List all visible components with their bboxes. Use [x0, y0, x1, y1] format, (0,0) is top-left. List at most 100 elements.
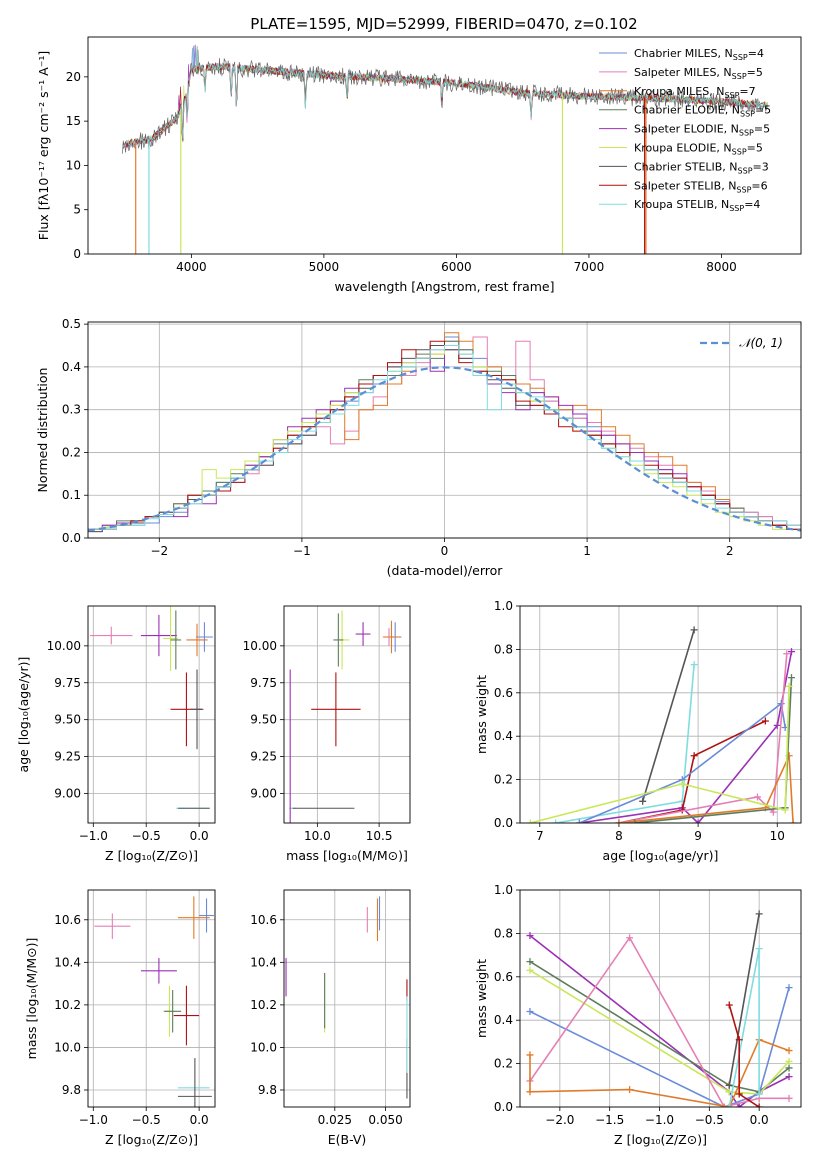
weight-point: [575, 819, 583, 823]
panel-weight_vs_age: 7 8 9 10 0.0 0.2 0.4 0.6 0.8 1.0 age [log₁₀(age/yr…: [474, 599, 802, 863]
legend-label: Kroupa STELIB, NSSP=4: [634, 198, 760, 213]
weight-point: [783, 650, 791, 658]
y-axis-label: mass [log₁₀(M/M⊙)]: [24, 938, 39, 1060]
weight-point: [631, 819, 639, 823]
y-tick-label: 0.4: [494, 1013, 513, 1027]
legend: 𝒩(0, 1): [700, 336, 783, 350]
x-axis-label: age [log₁₀(age/yr)]: [603, 848, 719, 863]
weight-point: [725, 1081, 733, 1089]
y-tick-label: 9.50: [54, 713, 81, 727]
y-axis-label: mass weight: [474, 675, 489, 754]
x-tick-label: −1.0: [79, 829, 108, 843]
y-tick-label: 10.0: [250, 1040, 277, 1054]
weight-point: [725, 1001, 733, 1009]
x-tick-label: 8000: [706, 260, 737, 274]
x-tick-label: −2.0: [545, 1113, 574, 1127]
y-tick-label: 0.2: [62, 445, 81, 459]
axes-frame: [87, 321, 802, 539]
y-tick-label: 0.4: [62, 360, 81, 374]
weight-line: [529, 936, 789, 1107]
weight-point: [755, 945, 763, 953]
y-axis-label: Normed distribution: [35, 368, 50, 493]
y-tick-label: 10.4: [54, 955, 81, 969]
panel-mass_vs_ebv: 0.025 0.050 9.8 10.0 10.2 10.4 10.6 E(B-V): [250, 889, 411, 1147]
weight-point: [785, 1094, 793, 1102]
x-tick-label: 10.0: [304, 829, 331, 843]
x-tick-label: 6000: [441, 260, 472, 274]
weight-point: [773, 721, 781, 729]
weight-point: [788, 674, 796, 682]
y-tick-label: 9.00: [250, 786, 277, 800]
weight-point: [735, 1036, 743, 1044]
weight-line: [529, 934, 790, 1107]
legend-label: 𝒩(0, 1): [739, 336, 783, 350]
x-tick-label: 2: [726, 544, 734, 558]
x-tick-label: −1: [293, 544, 311, 558]
weight-point: [690, 626, 698, 634]
x-axis-label: Z [log₁₀(Z/Z⊙)]: [614, 1132, 707, 1147]
y-tick-label: 9.00: [54, 786, 81, 800]
x-tick-label: 7000: [574, 260, 605, 274]
legend-label: Salpeter ELODIE, NSSP=5: [634, 123, 770, 138]
y-tick-label: 20: [66, 70, 81, 84]
weight-line: [618, 755, 794, 823]
x-axis-label: Z [log₁₀(Z/Z⊙)]: [105, 1132, 198, 1147]
weight-point: [755, 1103, 763, 1107]
weight-line: [529, 960, 790, 1093]
figure-title: PLATE=1595, MJD=52999, FIBERID=0470, z=0…: [250, 15, 637, 33]
y-tick-label: 10.00: [47, 639, 81, 653]
plot-area: [90, 606, 213, 809]
y-tick-label: 9.75: [250, 676, 277, 690]
x-tick-label: −1.0: [645, 1113, 674, 1127]
y-tick-label: 9.8: [62, 1083, 81, 1097]
weight-point: [626, 934, 634, 942]
weight-point: [526, 1008, 534, 1016]
weight-line: [728, 1004, 760, 1107]
weight-line: [579, 702, 786, 823]
legend-label: Chabrier STELIB, NSSP=3: [634, 160, 769, 175]
panel-age_vs_mass: 10.0 10.5 9.00 9.25 9.50 9.75 10.00 mass [log₁₀…: [243, 605, 411, 863]
legend-label: Kroupa ELODIE, NSSP=5: [634, 142, 763, 157]
weight-point: [753, 793, 761, 801]
plot-area: [94, 896, 214, 1107]
x-tick-label: −2: [150, 544, 168, 558]
weight-point: [735, 1103, 743, 1107]
panel-spectrum: 4000 5000 6000 7000 8000 0 5 10 15 20 wavelength […: [36, 36, 802, 294]
weight-point: [788, 648, 796, 656]
weight-point: [781, 806, 789, 814]
y-tick-label: 10.00: [243, 639, 277, 653]
weight-point: [735, 1090, 743, 1098]
histogram-step: [88, 345, 801, 530]
legend-label: Chabrier MILES, NSSP=4: [634, 47, 764, 62]
plot-area: [122, 44, 768, 254]
weight-point: [639, 797, 647, 805]
y-tick-label: 0.2: [494, 1057, 513, 1071]
x-tick-label: −0.5: [132, 829, 161, 843]
y-tick-label: 1.0: [494, 883, 513, 897]
panel-age_vs_Z: −1.0 −0.5 0.0 9.00 9.25 9.50 9.75 10.00 Z [log₁₀…: [16, 605, 216, 863]
y-tick-label: 0.8: [494, 926, 513, 940]
weight-point: [785, 984, 793, 992]
y-tick-label: 9.8: [258, 1083, 277, 1097]
x-tick-label: −0.5: [695, 1113, 724, 1127]
axes-frame: [283, 605, 411, 824]
axes-frame: [87, 605, 216, 824]
x-tick-label: −0.5: [132, 1113, 161, 1127]
y-tick-label: 0.6: [494, 686, 513, 700]
weight-point: [769, 808, 777, 816]
x-tick-label: 9: [694, 829, 702, 843]
weight-point: [678, 780, 686, 788]
histogram-step: [88, 349, 801, 530]
y-tick-label: 10.6: [54, 913, 81, 927]
y-tick-label: 10.2: [54, 998, 81, 1012]
weight-point: [777, 700, 785, 708]
y-tick-label: 0.8: [494, 642, 513, 656]
y-tick-label: 10.6: [250, 913, 277, 927]
x-tick-label: 5000: [309, 260, 340, 274]
y-tick-label: 10.0: [54, 1040, 81, 1054]
y-tick-label: 0.6: [494, 970, 513, 984]
axes-frame: [87, 36, 802, 255]
weight-point: [761, 717, 769, 725]
weight-point: [785, 1047, 793, 1055]
weight-point: [526, 966, 534, 974]
